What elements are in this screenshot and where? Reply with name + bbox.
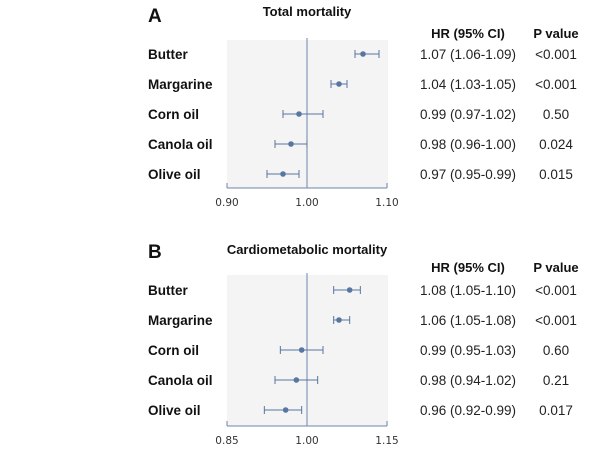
x-tick-label: 1.00 (295, 197, 318, 209)
p-value: 0.60 (543, 343, 569, 358)
p-value: 0.21 (543, 373, 569, 388)
panel-title: Total mortality (263, 4, 352, 19)
p-value: 0.024 (539, 137, 573, 152)
hr-point (280, 171, 286, 177)
hr-ci-value: 1.04 (1.03-1.05) (420, 77, 516, 92)
hr-point (346, 287, 353, 293)
hr-point (288, 141, 294, 147)
panel-cardiometabolic-mortality: B Cardiometabolic mortality HR (95% CI) … (148, 242, 579, 447)
row-label: Olive oil (148, 167, 201, 182)
row-label: Corn oil (148, 343, 199, 358)
rows: Butter 1.07 (1.06-1.09) <0.001 Margarine 1.0… (148, 38, 577, 188)
table-row: Olive oil 0.96 (0.92-0.99) 0.017 (148, 403, 573, 418)
hr-point (282, 407, 289, 413)
x-tick-label: 0.90 (215, 197, 238, 209)
row-label: Margarine (148, 77, 213, 92)
hr-ci-value: 0.99 (0.97-1.02) (420, 107, 516, 122)
p-column-header: P value (533, 26, 578, 41)
panel-letter: B (148, 242, 162, 263)
hr-ci-value: 1.06 (1.05-1.08) (420, 313, 516, 328)
row-label: Olive oil (148, 403, 201, 418)
x-tick-label: 0.85 (215, 435, 238, 447)
p-value: <0.001 (535, 47, 577, 62)
row-label: Butter (148, 47, 188, 62)
p-value: 0.017 (539, 403, 573, 418)
x-axis: 0.85 1.00 1.15 (215, 421, 399, 447)
x-tick-label: 1.10 (375, 197, 398, 209)
table-row: Corn oil 0.99 (0.97-1.02) 0.50 (148, 107, 569, 122)
p-column-header: P value (533, 260, 578, 275)
table-row: Olive oil 0.97 (0.95-0.99) 0.015 (148, 167, 573, 182)
table-row: Butter 1.08 (1.05-1.10) <0.001 (148, 283, 577, 298)
p-value: <0.001 (535, 313, 577, 328)
panel-letter: A (148, 6, 162, 27)
hr-point (336, 81, 342, 87)
table-row: Canola oil 0.98 (0.96-1.00) 0.024 (148, 137, 573, 152)
x-tick-label: 1.15 (375, 435, 398, 447)
p-value: <0.001 (535, 77, 577, 92)
table-row: Margarine 1.04 (1.03-1.05) <0.001 (148, 77, 577, 92)
hr-ci-value: 0.96 (0.92-0.99) (420, 403, 516, 418)
row-label: Canola oil (148, 373, 213, 388)
hr-column-header: HR (95% CI) (431, 26, 505, 41)
table-row: Corn oil 0.99 (0.95-1.03) 0.60 (148, 343, 569, 358)
hr-ci-value: 1.07 (1.06-1.09) (420, 47, 516, 62)
hr-ci-value: 0.97 (0.95-0.99) (420, 167, 516, 182)
hr-ci-value: 0.99 (0.95-1.03) (420, 343, 516, 358)
hr-point (293, 377, 300, 383)
hr-point (360, 51, 366, 57)
p-value: 0.015 (539, 167, 573, 182)
hr-ci-value: 1.08 (1.05-1.10) (420, 283, 516, 298)
row-label: Canola oil (148, 137, 213, 152)
hr-point (298, 347, 305, 353)
panel-total-mortality: A Total mortality HR (95% CI) P value Bu… (148, 4, 579, 209)
table-row: Butter 1.07 (1.06-1.09) <0.001 (148, 47, 577, 62)
table-row: Margarine 1.06 (1.05-1.08) <0.001 (148, 313, 577, 328)
hr-point (336, 317, 342, 323)
hr-ci-value: 0.98 (0.94-1.02) (420, 373, 516, 388)
table-row: Canola oil 0.98 (0.94-1.02) 0.21 (148, 373, 569, 388)
p-value: <0.001 (535, 283, 577, 298)
row-label: Corn oil (148, 107, 199, 122)
hr-point (296, 111, 302, 117)
rows: Butter 1.08 (1.05-1.10) <0.001 Margarine 1.0… (148, 273, 577, 426)
hr-column-header: HR (95% CI) (431, 260, 505, 275)
row-label: Butter (148, 283, 188, 298)
x-axis: 0.90 1.00 1.10 (215, 183, 399, 209)
row-label: Margarine (148, 313, 213, 328)
hr-ci-value: 0.98 (0.96-1.00) (420, 137, 516, 152)
panel-title: Cardiometabolic mortality (227, 242, 388, 257)
p-value: 0.50 (543, 107, 569, 122)
x-tick-label: 1.00 (295, 435, 318, 447)
